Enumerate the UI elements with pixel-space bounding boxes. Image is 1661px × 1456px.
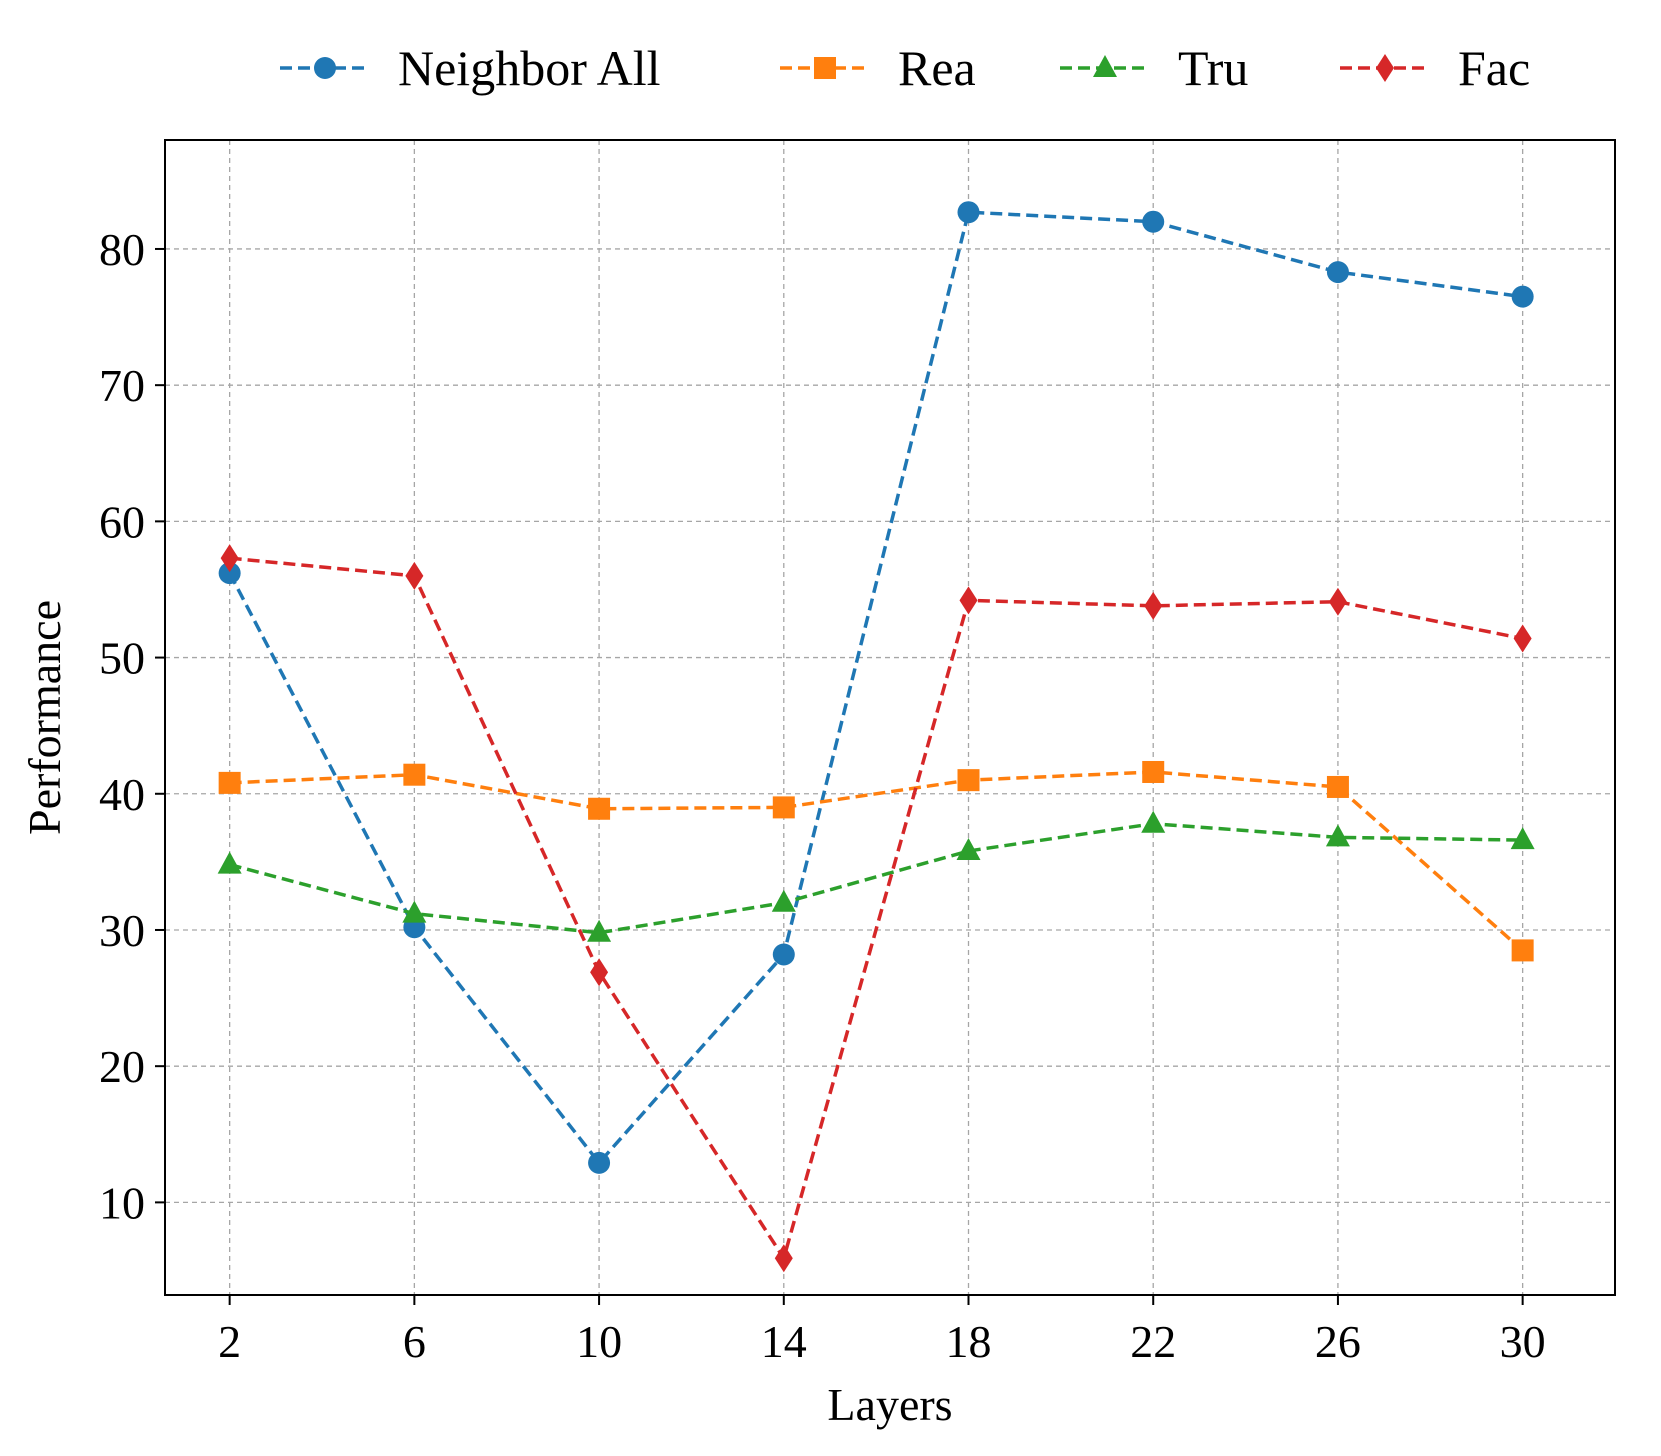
- grid-lines: [165, 140, 1615, 1295]
- data-point: [218, 771, 241, 794]
- data-point: [771, 889, 796, 912]
- x-tick-label: 26: [1315, 1316, 1361, 1367]
- series-line: [229, 770, 1524, 952]
- legend-marker: [814, 57, 836, 79]
- data-point: [1511, 285, 1534, 308]
- data-point: [957, 201, 980, 224]
- series-layer: [217, 201, 1535, 1273]
- y-tick-label: 80: [99, 224, 145, 275]
- x-tick-label: 10: [576, 1316, 622, 1367]
- legend-label: Tru: [1178, 40, 1248, 96]
- series-fac: [220, 544, 1532, 1273]
- data-point: [402, 900, 427, 923]
- series-tru: [217, 810, 1535, 942]
- data-point: [957, 769, 980, 792]
- data-point: [590, 958, 609, 987]
- series-line: [229, 556, 1523, 1263]
- data-point: [1142, 210, 1165, 233]
- series-line: [228, 210, 1523, 1166]
- data-point: [1142, 760, 1165, 783]
- data-point: [1511, 939, 1534, 962]
- data-point: [1513, 624, 1532, 653]
- data-point: [772, 796, 795, 819]
- x-tick-label: 2: [218, 1316, 241, 1367]
- y-axis-label: Performance: [19, 600, 70, 835]
- data-point: [588, 1151, 611, 1174]
- legend-entry: Neighbor All: [280, 40, 660, 96]
- legend: Neighbor All Rea Tru Fac: [280, 40, 1530, 96]
- series-neighbor-all: [218, 201, 1534, 1174]
- series-line: [229, 821, 1523, 935]
- legend-entry: Fac: [1340, 40, 1530, 96]
- y-tick-label: 40: [99, 769, 145, 820]
- data-point: [959, 586, 978, 615]
- x-axis-label: Layers: [827, 1379, 952, 1430]
- data-point: [405, 561, 424, 590]
- data-point: [588, 797, 611, 820]
- x-tick-label: 22: [1130, 1316, 1176, 1367]
- data-point: [587, 919, 612, 942]
- data-point: [1326, 261, 1349, 284]
- data-point: [1141, 810, 1166, 833]
- data-point: [218, 562, 241, 585]
- legend-entry: Tru: [1060, 40, 1248, 96]
- data-point: [1326, 775, 1349, 798]
- legend-entry: Rea: [780, 40, 976, 96]
- data-point: [220, 544, 239, 573]
- x-tick-label: 30: [1500, 1316, 1546, 1367]
- data-point: [217, 851, 242, 874]
- x-tick-label: 14: [761, 1316, 807, 1367]
- y-tick-label: 60: [99, 496, 145, 547]
- y-tick-label: 70: [99, 360, 145, 411]
- legend-label: Neighbor All: [398, 40, 660, 96]
- legend-label: Fac: [1458, 40, 1530, 96]
- y-tick-label: 10: [99, 1177, 145, 1228]
- legend-label: Rea: [898, 40, 976, 96]
- legend-marker: [1093, 55, 1117, 77]
- x-tick-label: 6: [403, 1316, 426, 1367]
- series-rea: [218, 760, 1534, 962]
- y-tick-label: 30: [99, 905, 145, 956]
- data-point: [403, 763, 426, 786]
- legend-marker: [1376, 54, 1394, 82]
- legend-marker: [314, 57, 336, 79]
- data-point: [772, 943, 795, 966]
- data-point: [1144, 591, 1163, 620]
- data-point: [1325, 824, 1350, 847]
- y-tick-label: 50: [99, 633, 145, 684]
- data-point: [774, 1244, 793, 1273]
- data-point: [1510, 827, 1535, 850]
- x-tick-label: 18: [946, 1316, 992, 1367]
- plot-frame: [164, 139, 1616, 1296]
- y-tick-label: 20: [99, 1041, 145, 1092]
- data-point: [1328, 587, 1347, 616]
- data-point: [956, 837, 981, 860]
